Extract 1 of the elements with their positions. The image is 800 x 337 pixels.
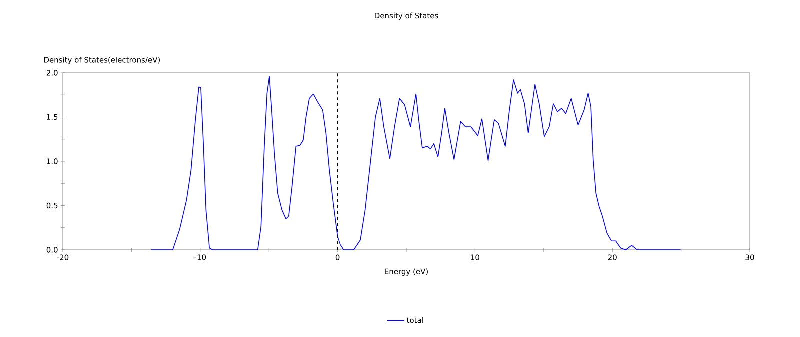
- line-series: [150, 76, 682, 250]
